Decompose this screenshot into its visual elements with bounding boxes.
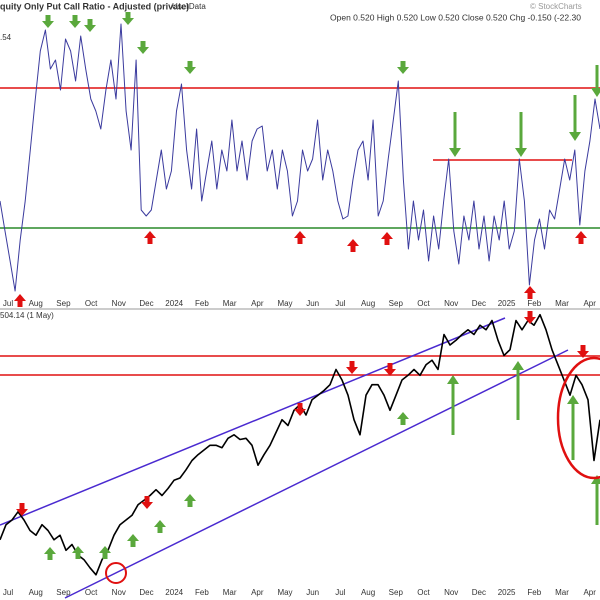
channel-line <box>64 349 569 599</box>
x-tick-label: 2024 <box>165 299 183 308</box>
x-tick-label: Jun <box>306 299 319 308</box>
x-tick-label: Feb <box>527 588 541 597</box>
side-label: .54 <box>0 33 12 42</box>
x-tick-label: Sep <box>56 299 71 308</box>
x-tick-label: Mar <box>223 299 237 308</box>
x-tick-label: Dec <box>472 299 486 308</box>
x-tick-label: Apr <box>251 588 264 597</box>
x-tick-label: Aug <box>361 588 375 597</box>
watermark: © StockCharts <box>530 2 582 11</box>
x-tick-label: Oct <box>417 299 430 308</box>
side-label: 504.14 (1 May) <box>0 311 54 320</box>
series-line <box>0 23 600 292</box>
x-tick-label: Feb <box>195 588 209 597</box>
x-tick-label: Nov <box>444 299 458 308</box>
x-tick-label: Sep <box>389 588 404 597</box>
x-tick-label: 2024 <box>165 588 183 597</box>
x-tick-label: Sep <box>389 299 404 308</box>
x-tick-label: Apr <box>583 588 596 597</box>
x-tick-label: Oct <box>85 299 98 308</box>
x-tick-label: Feb <box>527 299 541 308</box>
panel-title: quity Only Put Call Ratio - Adjusted (pr… <box>0 1 189 11</box>
highlight-circle <box>105 562 127 584</box>
x-tick-label: Nov <box>444 588 458 597</box>
x-tick-label: Apr <box>583 299 596 308</box>
x-tick-label: Jul <box>3 299 13 308</box>
x-tick-label: May <box>277 299 292 308</box>
x-tick-label: Dec <box>472 588 486 597</box>
x-tick-label: Oct <box>85 588 98 597</box>
x-tick-label: Oct <box>417 588 430 597</box>
x-tick-label: Apr <box>251 299 264 308</box>
x-tick-label: Jun <box>306 588 319 597</box>
x-tick-label: Sep <box>56 588 71 597</box>
x-tick-label: Dec <box>139 299 153 308</box>
x-tick-label: Aug <box>29 299 43 308</box>
long-arrows <box>451 65 599 525</box>
x-tick-label: Mar <box>555 588 569 597</box>
x-tick-label: Jul <box>335 299 345 308</box>
x-tick-label: Mar <box>555 299 569 308</box>
x-tick-label: May <box>277 588 292 597</box>
x-tick-label: Nov <box>112 588 126 597</box>
x-tick-label: Jul <box>3 588 13 597</box>
x-tick-label: 2025 <box>498 588 516 597</box>
x-tick-label: 2025 <box>498 299 516 308</box>
ohlc: Open 0.520 High 0.520 Low 0.520 Close 0.… <box>330 12 581 22</box>
x-tick-label: Dec <box>139 588 153 597</box>
source: UserData <box>172 2 206 11</box>
x-tick-label: Mar <box>223 588 237 597</box>
x-tick-label: Nov <box>112 299 126 308</box>
channel-line <box>0 317 506 526</box>
x-tick-label: Feb <box>195 299 209 308</box>
x-tick-label: Jul <box>335 588 345 597</box>
x-tick-label: Aug <box>361 299 375 308</box>
highlight-circle <box>556 356 600 480</box>
x-tick-label: Aug <box>29 588 43 597</box>
